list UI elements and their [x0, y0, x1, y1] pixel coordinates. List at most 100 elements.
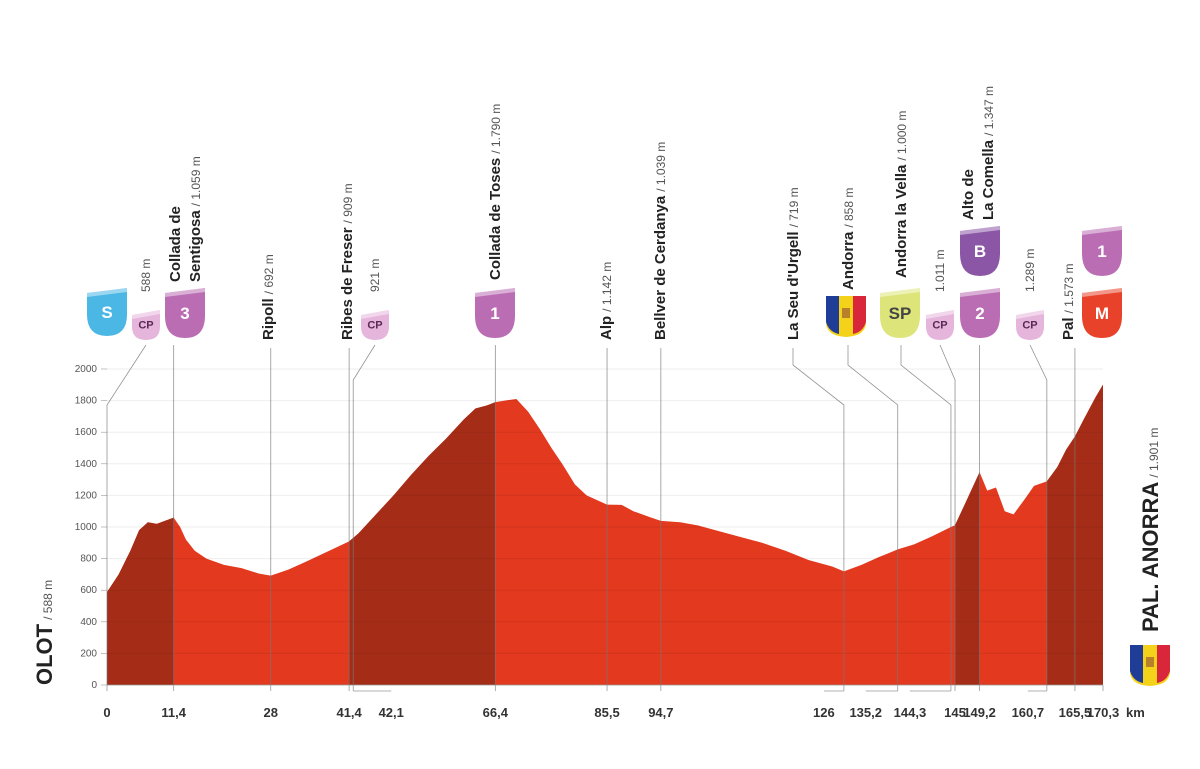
- x-tick-label: 135,2: [849, 705, 882, 720]
- checkpoint-alt: 921 m: [368, 259, 382, 292]
- x-tick-label: 145: [944, 705, 966, 720]
- y-tick-label: 800: [80, 554, 97, 565]
- badge-shape: [165, 288, 205, 338]
- y-tick-label: 1800: [75, 396, 98, 407]
- badge-shape: [361, 310, 389, 340]
- point-name: Bellver de Cerdanya: [652, 195, 669, 340]
- y-tick-label: 200: [80, 648, 97, 659]
- climb-area: [107, 517, 174, 685]
- badge-text: CP: [138, 320, 153, 332]
- badge-shape: [1082, 288, 1122, 338]
- badge-text: SP: [889, 304, 912, 323]
- badge: 2: [960, 288, 1000, 338]
- point-name: Collada de Toses: [487, 158, 504, 280]
- point-alt: / 1.000 m: [895, 111, 909, 161]
- badge: S: [87, 288, 127, 336]
- badge-shape: [1082, 226, 1122, 276]
- point-alt: / 719 m: [787, 187, 801, 227]
- x-tick-label: 28: [264, 705, 278, 720]
- badge: CP: [361, 310, 389, 340]
- x-tick-label: 66,4: [483, 705, 509, 720]
- y-tick-label: 1600: [75, 427, 98, 438]
- y-tick-label: 0: [91, 680, 97, 691]
- x-tick-label: 94,7: [648, 705, 673, 720]
- point-name: Andorra la Vella: [893, 164, 910, 278]
- badge-shape: [960, 288, 1000, 338]
- finish-label: PAL. ANORRA / 1.901 m: [1138, 428, 1163, 632]
- checkpoint-label: 1.289 m: [1023, 249, 1037, 292]
- point-alt: / 692 m: [262, 254, 276, 294]
- point-label: Alp / 1.142 m: [598, 262, 615, 340]
- point-label: Ripoll / 692 m: [260, 254, 277, 340]
- badge: 1: [1082, 226, 1122, 276]
- badge-text: S: [101, 303, 112, 322]
- leader-line: [792, 348, 845, 685]
- badge-shape: [1016, 310, 1044, 340]
- point-alt: / 1.039 m: [654, 142, 668, 192]
- point-name: Alp: [598, 316, 615, 340]
- checkpoint-alt: 1.289 m: [1023, 249, 1037, 292]
- badge-tab: [165, 288, 205, 297]
- point-label: Ribes de Freser / 909 m: [339, 183, 356, 340]
- badge-tab: [1082, 288, 1122, 297]
- y-tick-label: 2000: [75, 364, 98, 375]
- x-tick-label: 42,1: [379, 705, 404, 720]
- badge-tab: [475, 288, 515, 297]
- start-label: OLOT / 588 m: [32, 580, 57, 685]
- point-label: Collada de Toses / 1.790 m: [487, 104, 504, 280]
- badge-tab: [1082, 226, 1122, 235]
- point-label: Andorra / 858 m: [840, 188, 857, 290]
- badge-text: 1: [490, 304, 499, 323]
- point-name: Ribes de Freser: [339, 227, 356, 340]
- badge-text: 1: [1097, 242, 1106, 261]
- point-label: Bellver de Cerdanya / 1.039 m: [652, 142, 669, 340]
- point-name: Ripoll: [260, 298, 277, 340]
- point-alt: / 1.790 m: [489, 104, 503, 154]
- point-alt: / 1.347 m: [982, 86, 996, 136]
- leader-line: [939, 344, 956, 685]
- finish-alt: / 1.901 m: [1147, 428, 1161, 478]
- point-name: Alto de: [960, 169, 977, 220]
- y-tick-label: 600: [80, 585, 97, 596]
- point-label: Pal / 1.573 m: [1060, 263, 1077, 340]
- climb-area: [349, 402, 496, 685]
- profile-area: [107, 384, 1103, 685]
- point-label: Andorra la Vella / 1.000 m: [893, 111, 910, 278]
- finish-name: PAL. ANORRA: [1138, 482, 1163, 632]
- leader-line: [847, 345, 899, 685]
- point-alt: / 1.059 m: [189, 156, 203, 206]
- badge: SP: [880, 288, 920, 338]
- badge-text: 3: [180, 304, 189, 323]
- badge-shape: [132, 310, 160, 340]
- checkpoint-alt: 1.011 m: [933, 250, 947, 292]
- badge: B: [960, 226, 1000, 276]
- badge: 3: [165, 288, 205, 338]
- x-tick-label: 11,4: [161, 705, 186, 720]
- badge-text: CP: [367, 320, 382, 332]
- badge-text: 2: [975, 304, 984, 323]
- badge-shape: [960, 226, 1000, 276]
- point-label: Alto de: [960, 169, 977, 220]
- point-name: Collada de: [167, 206, 184, 282]
- point-alt: / 858 m: [842, 188, 856, 228]
- badge-tab: [960, 288, 1000, 297]
- badge-shape: [880, 288, 920, 338]
- point-label: Collada de: [167, 206, 184, 282]
- point-alt: / 1.573 m: [1062, 263, 1076, 313]
- x-tick-label: 144,3: [894, 705, 927, 720]
- x-tick-label: 165,5: [1059, 705, 1092, 720]
- badge-tab: [361, 310, 389, 319]
- checkpoint-label: 1.011 m: [933, 250, 947, 292]
- badge: M: [1082, 288, 1122, 338]
- badge-tab: [960, 226, 1000, 235]
- point-alt: / 909 m: [341, 183, 355, 223]
- x-tick-label: 149,2: [963, 705, 996, 720]
- checkpoint-label: 588 m: [139, 259, 153, 292]
- x-tick-label: 160,7: [1012, 705, 1045, 720]
- x-tick-label: 41,4: [336, 705, 362, 720]
- badge-tab: [132, 310, 160, 319]
- start-name: OLOT: [32, 623, 57, 685]
- checkpoint-alt: 588 m: [139, 259, 153, 292]
- badge-tab: [1016, 310, 1044, 319]
